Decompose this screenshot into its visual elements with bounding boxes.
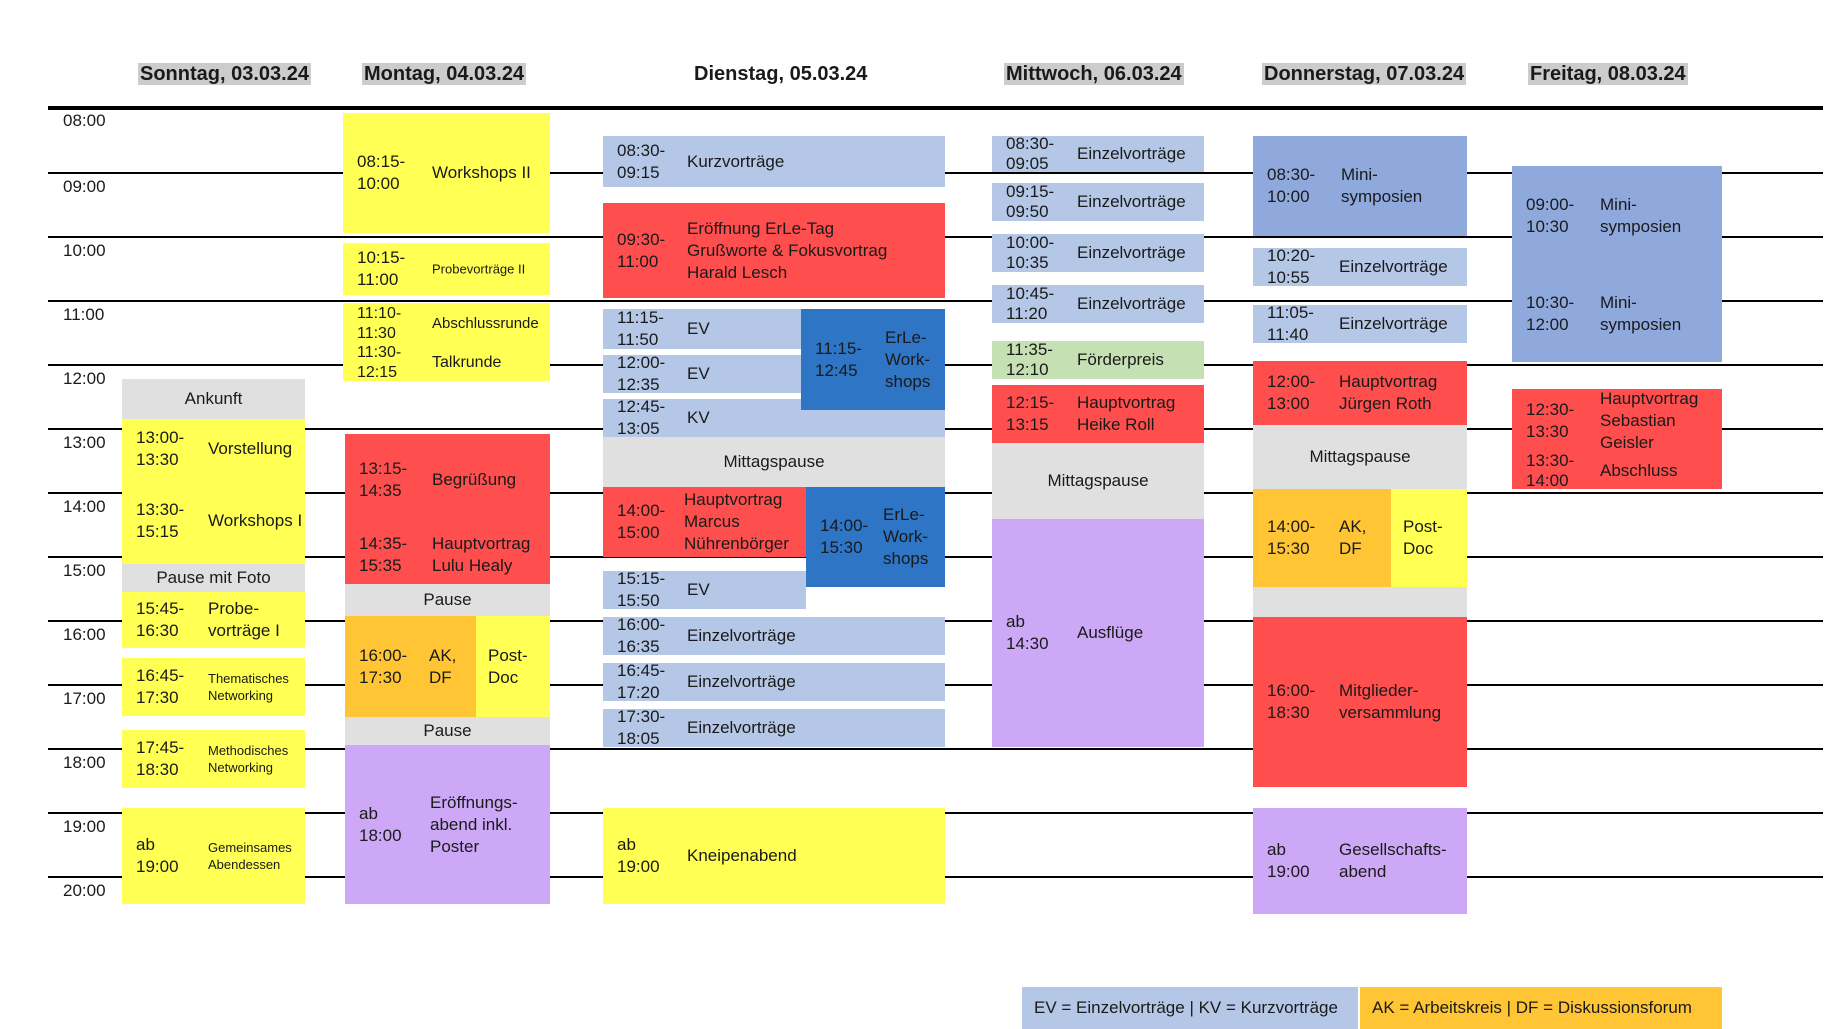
thu-general-assembly[interactable]: 16:00- 18:30 Mitglieder- versammlung: [1253, 617, 1467, 787]
time-label: 11:00: [63, 305, 105, 324]
day-header-sunday: Sonntag, 03.03.24: [138, 63, 311, 85]
tue-workshops-2[interactable]: 14:00- 15:30 ErLe- Work- shops: [806, 487, 945, 587]
thu-einzel-1[interactable]: 10:20- 10:55 Einzelvorträge: [1253, 248, 1467, 286]
wed-keynote-roll[interactable]: 12:15- 13:15 Hauptvortrag Heike Roll: [992, 385, 1204, 443]
wed-einzel-4[interactable]: 10:45- 11:20 Einzelvorträge: [992, 285, 1204, 323]
tue-kurzvortraege[interactable]: 08:30- 09:15 Kurzvorträge: [603, 136, 945, 187]
wed-einzel-3[interactable]: 10:00- 10:35 Einzelvorträge: [992, 234, 1204, 272]
sun-workshops-1[interactable]: 13:30- 15:15 Workshops I: [122, 478, 305, 564]
mon-begruessung[interactable]: 13:15- 14:35 Begrüßung: [345, 434, 550, 526]
thu-minisymposien[interactable]: 08:30- 10:00 Mini- symposien: [1253, 136, 1467, 236]
tue-keynote-nuehrenboerger[interactable]: 14:00- 15:00 Hauptvortrag Marcus Nührenb…: [603, 487, 806, 557]
mon-opening-evening[interactable]: ab 18:00 Eröffnungs- abend inkl. Poster: [345, 745, 550, 904]
thu-keynote-roth[interactable]: 12:00- 13:00 Hauptvortrag Jürgen Roth: [1253, 361, 1467, 425]
hour-line: [48, 748, 1823, 750]
tue-einzel-1[interactable]: 16:00- 16:35 Einzelvorträge: [603, 617, 945, 655]
time-label: 19:00: [63, 817, 106, 836]
thu-einzel-2[interactable]: 11:05- 11:40 Einzelvorträge: [1253, 305, 1467, 343]
time-label: 12:00: [63, 369, 106, 388]
time-label: 18:00: [63, 753, 106, 772]
thu-postdoc[interactable]: Post- Doc: [1391, 489, 1467, 587]
fri-minisymposien-1[interactable]: 09:00- 10:30 Mini- symposien: [1512, 166, 1722, 266]
tue-ev-2[interactable]: 12:00- 12:35 EV: [603, 355, 801, 393]
sun-dinner[interactable]: ab 19:00 Gemeinsames Abendessen: [122, 808, 305, 904]
fri-minisymposien-2[interactable]: 10:30- 12:00 Mini- symposien: [1512, 266, 1722, 362]
tue-workshops-1[interactable]: 11:15- 12:45 ErLe- Work- shops: [801, 309, 945, 410]
tue-pub-evening[interactable]: ab 19:00 Kneipenabend: [603, 808, 945, 904]
time-label: 10:00: [63, 241, 106, 260]
mon-ak-df[interactable]: 16:00- 17:30 AK, DF: [345, 616, 476, 717]
mon-workshops-2[interactable]: 08:15- 10:00 Workshops II: [343, 113, 550, 233]
time-label: 15:00: [63, 561, 106, 580]
tue-filler-block: [801, 410, 945, 437]
thu-social-evening[interactable]: ab 19:00 Gesellschafts- abend: [1253, 808, 1467, 914]
tue-ev-3[interactable]: 15:15- 15:50 EV: [603, 571, 806, 609]
mon-abschlussrunde[interactable]: 11:10- 11:30 Abschlussrunde: [343, 303, 550, 345]
sun-arrival[interactable]: Ankunft: [122, 379, 305, 419]
time-label: 13:00: [63, 433, 106, 452]
header-rule: [48, 106, 1823, 110]
sun-pause-foto[interactable]: Pause mit Foto: [122, 564, 305, 592]
wed-einzel-1[interactable]: 08:30- 09:05 Einzelvorträge: [992, 136, 1204, 172]
time-label: 17:00: [63, 689, 106, 708]
hour-line: [48, 300, 1823, 302]
time-label: 14:00: [63, 497, 106, 516]
tue-einzel-2[interactable]: 16:45- 17:20 Einzelvorträge: [603, 663, 945, 701]
sun-method-networking[interactable]: 17:45- 18:30 Methodisches Networking: [122, 730, 305, 788]
thu-lunch[interactable]: Mittagspause: [1253, 425, 1467, 489]
tue-opening-lesch[interactable]: 09:30- 11:00 Eröffnung ErLe-Tag Grußwort…: [603, 203, 945, 298]
mon-talkrunde[interactable]: 11:30- 12:15 Talkrunde: [343, 345, 550, 381]
day-header-tuesday: Dienstag, 05.03.24: [694, 63, 868, 85]
legend-ev-kv: EV = Einzelvorträge | KV = Kurzvorträge: [1022, 987, 1358, 1029]
wed-excursions[interactable]: ab 14:30 Ausflüge: [992, 519, 1204, 747]
time-label: 16:00: [63, 625, 106, 644]
day-header-thursday: Donnerstag, 07.03.24: [1262, 63, 1467, 85]
mon-probe-2[interactable]: 10:15- 11:00 Probevorträge II: [343, 243, 550, 295]
day-header-wednesday: Mittwoch, 06.03.24: [1004, 63, 1184, 85]
day-header-friday: Freitag, 08.03.24: [1528, 63, 1688, 85]
fri-keynote-geisler[interactable]: 12:30- 13:30 Hauptvortrag Sebastian Geis…: [1512, 389, 1722, 453]
tue-lunch[interactable]: Mittagspause: [603, 437, 945, 487]
thu-break-filler: [1253, 587, 1467, 617]
thu-ak-df[interactable]: 14:00- 15:30 AK, DF: [1253, 489, 1391, 587]
mon-keynote-healy[interactable]: 14:35- 15:35 Hauptvortrag Lulu Healy: [345, 526, 550, 584]
sun-vorstellung[interactable]: 13:00- 13:30 Vorstellung: [122, 419, 305, 478]
fri-closing[interactable]: 13:30- 14:00 Abschluss: [1512, 453, 1722, 489]
tue-ev-1[interactable]: 11:15- 11:50 EV: [603, 309, 801, 349]
sun-thematic-networking[interactable]: 16:45- 17:30 Thematisches Networking: [122, 658, 305, 716]
mon-pause-2[interactable]: Pause: [345, 717, 550, 745]
sun-probe-1[interactable]: 15:45- 16:30 Probe- vorträge I: [122, 592, 305, 648]
day-header-monday: Montag, 04.03.24: [362, 63, 527, 85]
tue-kv-2[interactable]: 12:45- 13:05 KV: [603, 399, 801, 437]
time-label: 20:00: [63, 881, 106, 900]
wed-lunch[interactable]: Mittagspause: [992, 443, 1204, 519]
wed-foerderpreis[interactable]: 11:35- 12:10 Förderpreis: [992, 341, 1204, 379]
mon-pause-1[interactable]: Pause: [345, 584, 550, 616]
time-label: 08:00: [63, 111, 106, 130]
wed-einzel-2[interactable]: 09:15- 09:50 Einzelvorträge: [992, 183, 1204, 221]
time-label: 09:00: [63, 177, 106, 196]
legend-ak-df: AK = Arbeitskreis | DF = Diskussionsforu…: [1360, 987, 1722, 1029]
mon-postdoc[interactable]: Post- Doc: [476, 616, 550, 717]
tue-einzel-3[interactable]: 17:30- 18:05 Einzelvorträge: [603, 709, 945, 747]
